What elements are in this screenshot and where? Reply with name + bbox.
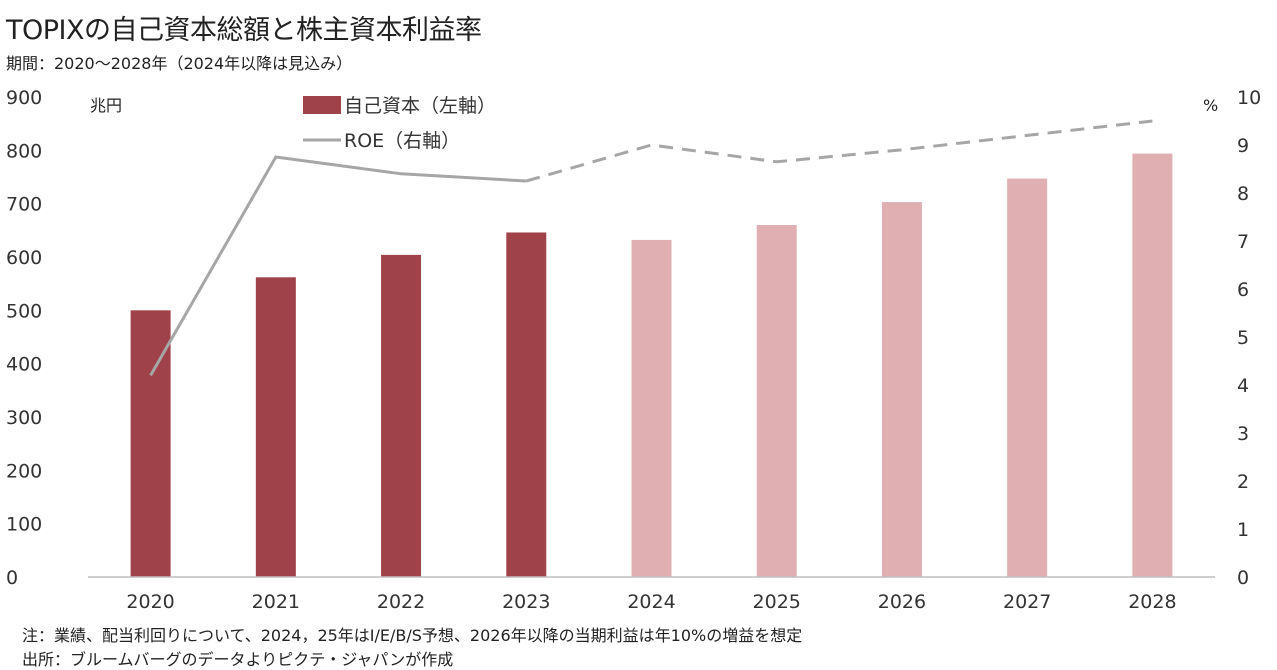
- left-axis-tick: 500: [6, 300, 42, 322]
- right-axis-unit: %: [1203, 96, 1218, 115]
- right-axis-tick: 0: [1237, 567, 1249, 589]
- right-axis-tick: 5: [1237, 327, 1249, 349]
- left-axis-tick: 200: [6, 460, 42, 482]
- right-axis-tick: 10: [1237, 87, 1261, 109]
- x-axis-tick: 2026: [878, 591, 926, 613]
- right-axis-ticks: 0 1 2 3 4 5 6 7 8 9 10: [1237, 87, 1261, 589]
- right-axis-tick: 2: [1237, 471, 1249, 493]
- bar-2024: [632, 240, 672, 577]
- bar-2022: [381, 255, 421, 577]
- bar-2023: [506, 232, 546, 577]
- left-axis-tick: 900: [6, 87, 42, 109]
- right-axis-tick: 3: [1237, 423, 1249, 445]
- left-axis-tick: 100: [6, 514, 42, 536]
- right-axis-tick: 1: [1237, 519, 1249, 541]
- x-axis-tick: 2025: [753, 591, 801, 613]
- bar-2025: [757, 225, 797, 577]
- right-axis-tick: 9: [1237, 135, 1249, 157]
- bar-2027: [1007, 179, 1047, 577]
- left-axis-tick: 0: [6, 567, 18, 589]
- right-axis-tick: 4: [1237, 375, 1249, 397]
- x-axis-tick: 2021: [252, 591, 300, 613]
- right-axis-tick: 7: [1237, 231, 1249, 253]
- footnote-note: 注：業績、配当利回りについて、2024，25年はI/E/B/S予想、2026年以…: [22, 622, 802, 646]
- x-axis-tick: 2028: [1128, 591, 1176, 613]
- bars: [131, 154, 1173, 577]
- left-axis-unit: 兆円: [90, 96, 122, 115]
- x-axis-tick: 2024: [627, 591, 675, 613]
- bar-2028: [1132, 154, 1172, 577]
- legend: 自己資本（左軸） ROE（右軸）: [303, 95, 496, 152]
- left-axis-tick: 800: [6, 140, 42, 162]
- left-axis-tick: 700: [6, 194, 42, 216]
- legend-label-equity: 自己資本（左軸）: [344, 95, 496, 117]
- left-axis-tick: 600: [6, 247, 42, 269]
- footnote-source: 出所：ブルームバーグのデータよりピクテ・ジャパンが作成: [22, 646, 453, 670]
- legend-label-roe: ROE（右軸）: [344, 130, 460, 152]
- right-axis-tick: 8: [1237, 183, 1249, 205]
- x-axis-tick: 2027: [1003, 591, 1051, 613]
- bar-2021: [256, 277, 296, 577]
- right-axis-tick: 6: [1237, 279, 1249, 301]
- x-axis-tick: 2020: [126, 591, 174, 613]
- bar-2026: [882, 202, 922, 577]
- x-axis-tick: 2022: [377, 591, 425, 613]
- left-axis-ticks: 0 100 200 300 400 500 600 700 800 900: [6, 87, 42, 589]
- roe-line-forecast: [526, 121, 1152, 181]
- x-axis-tick: 2023: [502, 591, 550, 613]
- roe-line-actual: [151, 157, 527, 375]
- legend-swatch-equity: [303, 96, 341, 114]
- left-axis-tick: 400: [6, 354, 42, 376]
- left-axis-tick: 300: [6, 407, 42, 429]
- x-axis-ticks: 2020 2021 2022 2023 2024 2025 2026 2027 2028: [126, 591, 1176, 613]
